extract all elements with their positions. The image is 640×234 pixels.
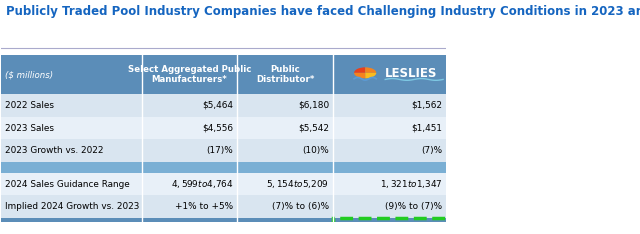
FancyBboxPatch shape <box>1 162 141 173</box>
Text: ($ millions): ($ millions) <box>5 70 54 79</box>
FancyBboxPatch shape <box>237 94 333 117</box>
FancyBboxPatch shape <box>1 55 141 94</box>
FancyBboxPatch shape <box>141 173 237 195</box>
Text: (7)%: (7)% <box>421 146 442 155</box>
Text: $1,562: $1,562 <box>412 101 442 110</box>
Text: Publicly Traded Pool Industry Companies have faced Challenging Industry Conditio: Publicly Traded Pool Industry Companies … <box>6 5 640 18</box>
Text: Select Aggregated Public
Manufacturers*: Select Aggregated Public Manufacturers* <box>128 65 251 84</box>
Text: $1,451: $1,451 <box>412 124 442 133</box>
Text: 2023 Growth vs. 2022: 2023 Growth vs. 2022 <box>5 146 104 155</box>
Text: $4,599 to $4,764: $4,599 to $4,764 <box>171 178 233 190</box>
FancyBboxPatch shape <box>1 117 141 139</box>
Text: 2023 Sales: 2023 Sales <box>5 124 54 133</box>
Text: (15)% to (14)%: (15)% to (14)% <box>367 225 442 234</box>
FancyBboxPatch shape <box>141 195 237 218</box>
FancyBboxPatch shape <box>237 195 333 218</box>
FancyBboxPatch shape <box>141 55 237 94</box>
FancyBboxPatch shape <box>1 195 141 218</box>
FancyBboxPatch shape <box>1 94 141 117</box>
FancyBboxPatch shape <box>237 117 333 139</box>
Text: $5,154 to $5,209: $5,154 to $5,209 <box>266 178 329 190</box>
Text: (9)% to (7)%: (9)% to (7)% <box>385 202 442 211</box>
Text: $5,542: $5,542 <box>298 124 329 133</box>
FancyBboxPatch shape <box>333 94 447 117</box>
Wedge shape <box>365 73 376 78</box>
Text: (17)% to (16)%: (17)% to (16)% <box>253 225 329 234</box>
FancyBboxPatch shape <box>141 162 237 173</box>
FancyBboxPatch shape <box>237 139 333 162</box>
Text: Implied 2024 Growth vs. 2022: Implied 2024 Growth vs. 2022 <box>5 225 156 234</box>
FancyBboxPatch shape <box>333 173 447 195</box>
FancyBboxPatch shape <box>237 218 333 234</box>
FancyBboxPatch shape <box>1 139 141 162</box>
Text: Public
Distributor*: Public Distributor* <box>256 65 314 84</box>
FancyBboxPatch shape <box>333 162 447 173</box>
Text: Implied 2024 Growth vs. 2023: Implied 2024 Growth vs. 2023 <box>5 202 140 211</box>
Wedge shape <box>354 73 365 78</box>
Text: $1,321 to $1,347: $1,321 to $1,347 <box>380 178 442 190</box>
Wedge shape <box>365 67 376 73</box>
Text: 2024 Sales Guidance Range: 2024 Sales Guidance Range <box>5 179 130 189</box>
Wedge shape <box>354 67 365 73</box>
FancyBboxPatch shape <box>333 195 447 218</box>
FancyBboxPatch shape <box>141 117 237 139</box>
Text: +1% to +5%: +1% to +5% <box>175 202 233 211</box>
FancyBboxPatch shape <box>1 218 141 234</box>
FancyBboxPatch shape <box>141 94 237 117</box>
Text: LESLIES: LESLIES <box>385 67 438 80</box>
Text: $5,464: $5,464 <box>202 101 233 110</box>
FancyBboxPatch shape <box>141 218 237 234</box>
Text: (10)%: (10)% <box>302 146 329 155</box>
FancyBboxPatch shape <box>237 55 333 94</box>
FancyBboxPatch shape <box>141 139 237 162</box>
FancyBboxPatch shape <box>333 218 447 234</box>
Text: $4,556: $4,556 <box>202 124 233 133</box>
FancyBboxPatch shape <box>1 173 141 195</box>
Text: (7)% to (6)%: (7)% to (6)% <box>272 202 329 211</box>
FancyBboxPatch shape <box>333 55 447 94</box>
FancyBboxPatch shape <box>237 162 333 173</box>
FancyBboxPatch shape <box>237 173 333 195</box>
Text: (16)% to (13)%: (16)% to (13)% <box>158 225 233 234</box>
Text: $6,180: $6,180 <box>298 101 329 110</box>
Text: (17)%: (17)% <box>207 146 233 155</box>
Text: 2022 Sales: 2022 Sales <box>5 101 54 110</box>
FancyBboxPatch shape <box>333 139 447 162</box>
FancyBboxPatch shape <box>333 117 447 139</box>
